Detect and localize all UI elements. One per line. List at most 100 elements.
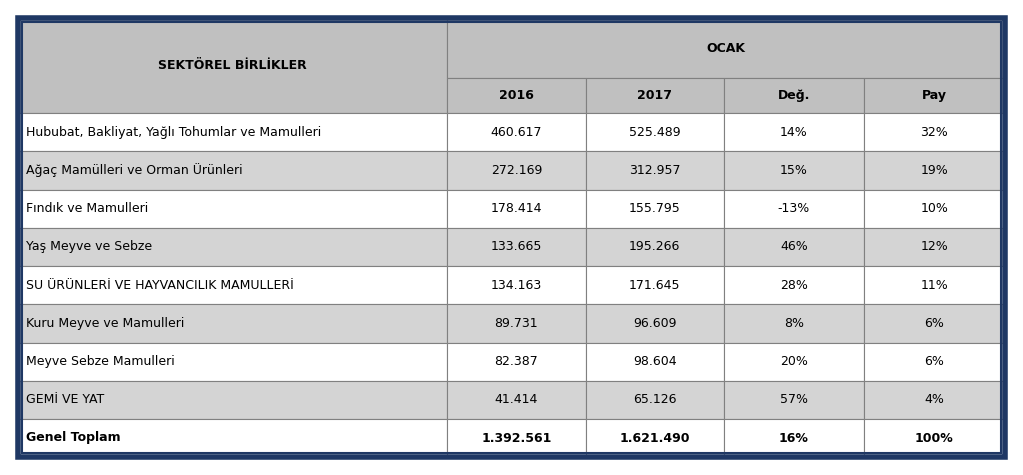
Text: 82.387: 82.387	[494, 355, 538, 368]
Bar	[863, 78, 1005, 113]
Bar	[447, 151, 585, 190]
Text: 89.731: 89.731	[495, 317, 538, 330]
Bar	[447, 304, 585, 342]
Bar	[18, 419, 447, 457]
Text: 6%: 6%	[925, 355, 944, 368]
Text: 525.489: 525.489	[629, 125, 680, 139]
Text: Genel Toplam: Genel Toplam	[26, 431, 121, 445]
Bar	[585, 419, 723, 457]
Bar	[18, 342, 447, 381]
Bar	[723, 304, 863, 342]
Text: 1.392.561: 1.392.561	[481, 431, 551, 445]
Text: SU ÜRÜNLERİ VE HAYVANCILIK MAMULLERİ: SU ÜRÜNLERİ VE HAYVANCILIK MAMULLERİ	[26, 279, 294, 292]
Bar	[723, 78, 863, 113]
Bar	[723, 151, 863, 190]
Bar	[447, 18, 1005, 78]
Bar	[447, 342, 585, 381]
Text: 100%: 100%	[915, 431, 953, 445]
Text: 272.169: 272.169	[491, 164, 542, 177]
Bar	[863, 419, 1005, 457]
Text: 195.266: 195.266	[629, 240, 680, 253]
Text: 4%: 4%	[925, 393, 944, 407]
Text: 46%: 46%	[780, 240, 807, 253]
Bar	[863, 190, 1005, 228]
Bar	[18, 190, 447, 228]
Bar	[18, 228, 447, 266]
Bar	[585, 266, 723, 304]
Bar	[723, 381, 863, 419]
Bar	[447, 381, 585, 419]
Bar	[585, 190, 723, 228]
Text: 312.957: 312.957	[629, 164, 680, 177]
Bar	[585, 228, 723, 266]
Text: Kuru Meyve ve Mamulleri: Kuru Meyve ve Mamulleri	[26, 317, 184, 330]
Bar	[447, 228, 585, 266]
Text: Yaş Meyve ve Sebze: Yaş Meyve ve Sebze	[26, 240, 152, 253]
Bar	[723, 113, 863, 151]
Text: 12%: 12%	[921, 240, 948, 253]
Bar	[723, 419, 863, 457]
Bar	[863, 151, 1005, 190]
Bar	[723, 190, 863, 228]
Text: 20%: 20%	[780, 355, 808, 368]
Bar	[863, 266, 1005, 304]
Text: 10%: 10%	[921, 202, 948, 215]
Text: 460.617: 460.617	[491, 125, 542, 139]
Bar	[18, 266, 447, 304]
Text: 41.414: 41.414	[495, 393, 538, 407]
Bar	[18, 151, 447, 190]
Text: 15%: 15%	[780, 164, 808, 177]
Text: SEKTÖREL BİRLİKLER: SEKTÖREL BİRLİKLER	[159, 59, 307, 72]
Text: 65.126: 65.126	[633, 393, 676, 407]
Bar	[863, 228, 1005, 266]
Bar	[585, 151, 723, 190]
Text: 178.414: 178.414	[491, 202, 542, 215]
Bar	[18, 113, 447, 151]
Bar	[18, 304, 447, 342]
Text: Meyve Sebze Mamulleri: Meyve Sebze Mamulleri	[26, 355, 175, 368]
Bar	[723, 266, 863, 304]
Bar	[585, 78, 723, 113]
Bar	[863, 113, 1005, 151]
Bar	[585, 304, 723, 342]
Text: -13%: -13%	[777, 202, 810, 215]
Bar	[447, 190, 585, 228]
Bar	[585, 381, 723, 419]
Bar	[723, 228, 863, 266]
Text: 8%: 8%	[784, 317, 804, 330]
Bar	[447, 419, 585, 457]
Text: 133.665: 133.665	[491, 240, 542, 253]
Bar	[863, 304, 1005, 342]
Text: Değ.: Değ.	[777, 89, 810, 102]
Bar	[18, 381, 447, 419]
Text: 57%: 57%	[780, 393, 808, 407]
Bar	[585, 342, 723, 381]
Bar	[447, 266, 585, 304]
Text: OCAK: OCAK	[707, 41, 746, 55]
Text: Pay: Pay	[922, 89, 947, 102]
Text: 6%: 6%	[925, 317, 944, 330]
Text: 134.163: 134.163	[491, 279, 542, 292]
Text: 14%: 14%	[780, 125, 807, 139]
Text: 2017: 2017	[637, 89, 672, 102]
Bar	[863, 381, 1005, 419]
Text: GEMİ VE YAT: GEMİ VE YAT	[26, 393, 104, 407]
Text: 98.604: 98.604	[633, 355, 676, 368]
Text: 16%: 16%	[779, 431, 809, 445]
Text: 96.609: 96.609	[633, 317, 676, 330]
Text: 1.621.490: 1.621.490	[619, 431, 690, 445]
Text: 11%: 11%	[921, 279, 948, 292]
Text: Ağaç Mamülleri ve Orman Ürünleri: Ağaç Mamülleri ve Orman Ürünleri	[26, 163, 242, 177]
Bar	[447, 113, 585, 151]
Text: 19%: 19%	[921, 164, 948, 177]
Text: Hububat, Bakliyat, Yağlı Tohumlar ve Mamulleri: Hububat, Bakliyat, Yağlı Tohumlar ve Mam…	[26, 125, 321, 139]
Text: 155.795: 155.795	[629, 202, 680, 215]
Text: 2016: 2016	[499, 89, 534, 102]
Text: Fındık ve Mamulleri: Fındık ve Mamulleri	[26, 202, 148, 215]
Bar	[723, 342, 863, 381]
Text: 28%: 28%	[780, 279, 808, 292]
Bar	[18, 18, 447, 113]
Text: 32%: 32%	[921, 125, 948, 139]
Bar	[863, 342, 1005, 381]
Bar	[585, 113, 723, 151]
